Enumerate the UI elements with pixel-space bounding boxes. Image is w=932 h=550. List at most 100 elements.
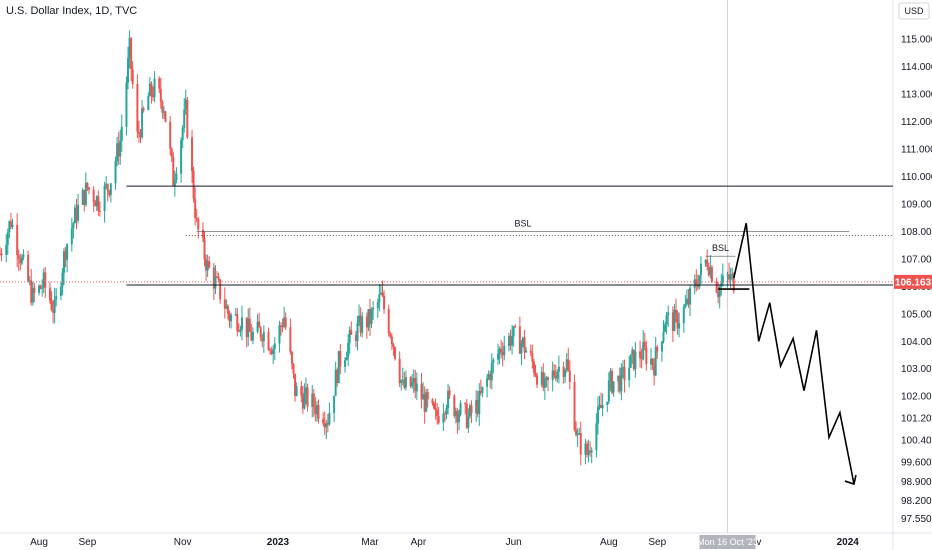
candle-body (682, 307, 685, 324)
candle-body (465, 404, 468, 428)
candle-body (38, 285, 41, 293)
y-tick-label: 109.000 (901, 199, 932, 210)
candle-body (256, 321, 259, 332)
candle-body (575, 429, 578, 436)
candle-body (175, 173, 178, 180)
candle-body (656, 346, 659, 352)
candle-body (245, 317, 248, 337)
candle-body (42, 272, 45, 288)
candle-body (141, 108, 144, 138)
candle-body (523, 337, 526, 353)
candle-body (433, 403, 436, 409)
candle-body (634, 351, 637, 370)
candle-body (314, 406, 317, 415)
candle-body (393, 347, 396, 359)
candle-body (467, 416, 470, 428)
candle-body (468, 405, 471, 417)
candle-body (557, 366, 560, 372)
candle-body (596, 407, 599, 424)
candle-body (234, 314, 237, 316)
candle-body (117, 143, 120, 157)
candle-body (109, 183, 112, 196)
candle-body (236, 314, 239, 331)
candle-body (358, 315, 361, 324)
candle-body (698, 275, 701, 288)
candle-body (456, 410, 459, 423)
candle-body (568, 370, 571, 383)
candle-body (225, 305, 228, 309)
candle-body (718, 286, 721, 297)
candle-body (671, 312, 674, 332)
candle-body (400, 380, 403, 384)
candle-body (5, 244, 8, 256)
candle-body (292, 363, 295, 374)
candle-body (0, 253, 3, 256)
candle-body (623, 366, 626, 381)
candle-body (301, 395, 304, 409)
candle-body (520, 343, 523, 354)
candle-body (28, 280, 31, 282)
candle-body (490, 362, 493, 381)
candle-body (525, 350, 528, 353)
candle-body (475, 399, 478, 414)
candle-body (83, 189, 86, 205)
candle-body (151, 95, 154, 98)
candle-body (303, 392, 306, 409)
candle-body (442, 413, 445, 423)
candle-body (565, 359, 568, 371)
candle-body (347, 342, 350, 358)
candle-body (699, 263, 702, 276)
candle-body (63, 251, 66, 273)
candle-body (676, 313, 679, 329)
candle-body (84, 182, 87, 205)
candle-body (258, 321, 261, 328)
candle-body (401, 379, 404, 381)
candle-body (479, 391, 482, 393)
candle-body (311, 393, 314, 407)
candle-body (618, 375, 621, 392)
candle-body (617, 375, 620, 382)
candle-body (336, 369, 339, 383)
candle-body (445, 408, 448, 414)
candle-body (312, 393, 315, 407)
candle-body (454, 410, 457, 417)
candle-body (208, 261, 211, 268)
candle-body (423, 394, 426, 412)
candle-body (696, 285, 699, 288)
candle-body (31, 287, 34, 303)
candle-body (578, 433, 581, 435)
y-tick-label: 112.000 (901, 117, 932, 128)
currency-label: USD (904, 6, 924, 16)
candle-body (192, 170, 195, 199)
candle-body (404, 377, 407, 388)
candle-body (501, 351, 504, 356)
candle-body (684, 303, 687, 308)
candle-body (367, 309, 370, 328)
candle-body (248, 318, 251, 332)
candle-body (66, 244, 69, 261)
candle-body (640, 358, 643, 360)
candle-body (206, 261, 209, 271)
x-tick-label: Aug (30, 537, 48, 548)
candle-body (731, 273, 734, 275)
candle-body (642, 341, 645, 360)
candle-body (180, 140, 183, 174)
candle-body (55, 295, 58, 300)
candle-body (173, 179, 176, 187)
candle-body (436, 409, 439, 417)
candle-body (269, 349, 272, 351)
candle-body (267, 331, 270, 350)
candle-body (693, 279, 696, 288)
candle-body (348, 330, 351, 343)
candle-body (612, 381, 615, 393)
candle-body (631, 349, 634, 355)
candle-body (170, 148, 173, 158)
candle-body (481, 386, 484, 393)
candle-body (359, 315, 362, 333)
candle-body (325, 422, 328, 428)
candle-body (531, 353, 534, 362)
candle-body (70, 228, 73, 245)
candle-body (409, 377, 412, 387)
candle-body (350, 330, 353, 335)
